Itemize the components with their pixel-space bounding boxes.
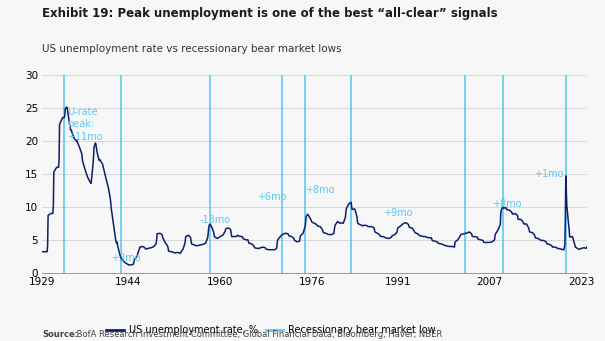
Text: +3mo: +3mo [111,253,140,263]
Text: +8mo: +8mo [492,198,522,209]
Text: Exhibit 19: Peak unemployment is one of the best “all-clear” signals: Exhibit 19: Peak unemployment is one of … [42,7,498,20]
Text: +8mo: +8mo [306,186,335,195]
Legend: US unemployment rate, %, Recessionary bear market low: US unemployment rate, %, Recessionary be… [103,321,439,339]
Text: U-rate
peak:
+11mo: U-rate peak: +11mo [67,107,103,142]
Text: Source:: Source: [42,330,79,339]
Text: US unemployment rate vs recessionary bear market lows: US unemployment rate vs recessionary bea… [42,44,342,54]
Text: +1mo: +1mo [534,169,564,179]
Text: -13mo: -13mo [200,215,231,225]
Text: +6mo: +6mo [257,192,287,202]
Text: BofA Research Investment Committee, Global Financial Data, Bloomberg, Haver, NBE: BofA Research Investment Committee, Glob… [74,330,442,339]
Text: +9mo: +9mo [384,208,413,219]
